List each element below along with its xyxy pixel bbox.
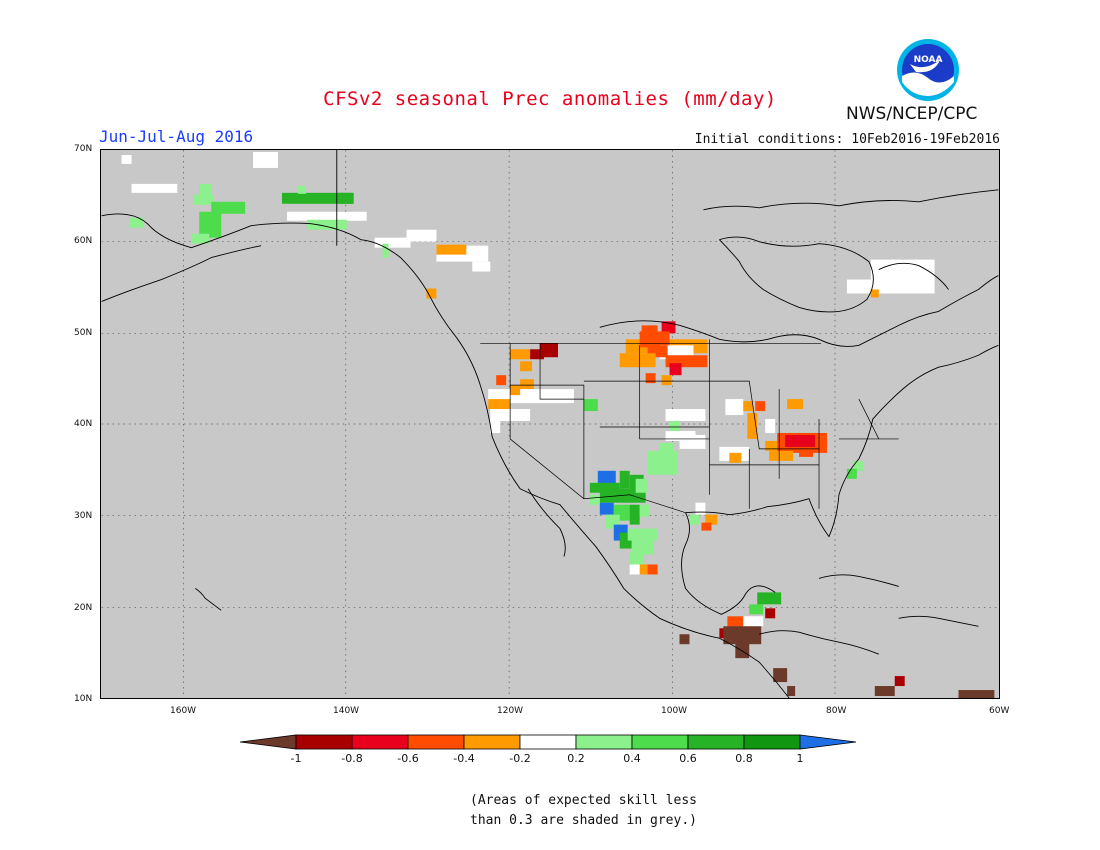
colorbar-swatch <box>575 734 633 750</box>
lat-tick-60n: 60N <box>74 236 93 246</box>
colorbar-label: 1 <box>796 752 804 765</box>
colorbar-swatches <box>239 734 857 750</box>
skill-note-line-2: than 0.3 are shaded in grey.) <box>470 813 697 828</box>
anomaly-cells <box>121 151 995 698</box>
colorbar-label: -1 <box>290 752 302 765</box>
colorbar-label: 0.4 <box>623 752 641 765</box>
lon-tick-60w: 60W <box>989 706 1010 716</box>
map-panel <box>100 149 1000 699</box>
colorbar-swatch-low <box>239 734 297 750</box>
lon-tick-140w: 140W <box>333 706 360 716</box>
colorbar-label: 0.2 <box>567 752 585 765</box>
colorbar-swatch <box>631 734 689 750</box>
colorbar-labels: -1 -0.8 -0.6 -0.4 -0.2 0.2 0.4 0.6 0.8 1 <box>238 752 864 768</box>
colorbar-label: 0.6 <box>679 752 697 765</box>
colorbar-label: -0.6 <box>397 752 419 765</box>
season-label: Jun-Jul-Aug 2016 <box>99 127 254 146</box>
coastlines <box>101 150 999 698</box>
colorbar-swatch <box>407 734 465 750</box>
colorbar-label: -0.2 <box>509 752 531 765</box>
noaa-logo: NOAA <box>897 39 959 101</box>
lon-tick-80w: 80W <box>826 706 847 716</box>
colorbar-swatch <box>743 734 801 750</box>
colorbar-swatch <box>463 734 521 750</box>
lat-tick-10n: 10N <box>74 694 93 704</box>
colorbar-swatch <box>687 734 745 750</box>
colorbar-swatch-high <box>799 734 857 750</box>
colorbar-swatch <box>351 734 409 750</box>
lon-tick-120w: 120W <box>497 706 524 716</box>
lon-tick-100w: 100W <box>661 706 688 716</box>
colorbar-label: -0.8 <box>341 752 363 765</box>
colorbar-label: -0.4 <box>453 752 475 765</box>
colorbar-swatch <box>519 734 577 750</box>
initial-conditions-label: Initial conditions: 10Feb2016-19Feb2016 <box>694 132 1000 147</box>
organization-label: NWS/NCEP/CPC <box>846 104 978 124</box>
chart-title: CFSv2 seasonal Prec anomalies (mm/day) <box>323 88 777 110</box>
political-borders <box>480 339 899 514</box>
skill-note: (Areas of expected skill less than 0.3 a… <box>470 791 730 831</box>
lon-tick-160w: 160W <box>170 706 197 716</box>
colorbar-label: 0.8 <box>735 752 753 765</box>
lat-tick-50n: 50N <box>74 328 93 338</box>
lat-tick-70n: 70N <box>74 144 93 154</box>
skill-note-line-1: (Areas of expected skill less <box>470 793 697 808</box>
colorbar <box>239 734 857 750</box>
lat-tick-40n: 40N <box>74 419 93 429</box>
lat-tick-20n: 20N <box>74 603 93 613</box>
lat-tick-30n: 30N <box>74 511 93 521</box>
logo-text: NOAA <box>914 55 943 65</box>
colorbar-swatch <box>295 734 353 750</box>
